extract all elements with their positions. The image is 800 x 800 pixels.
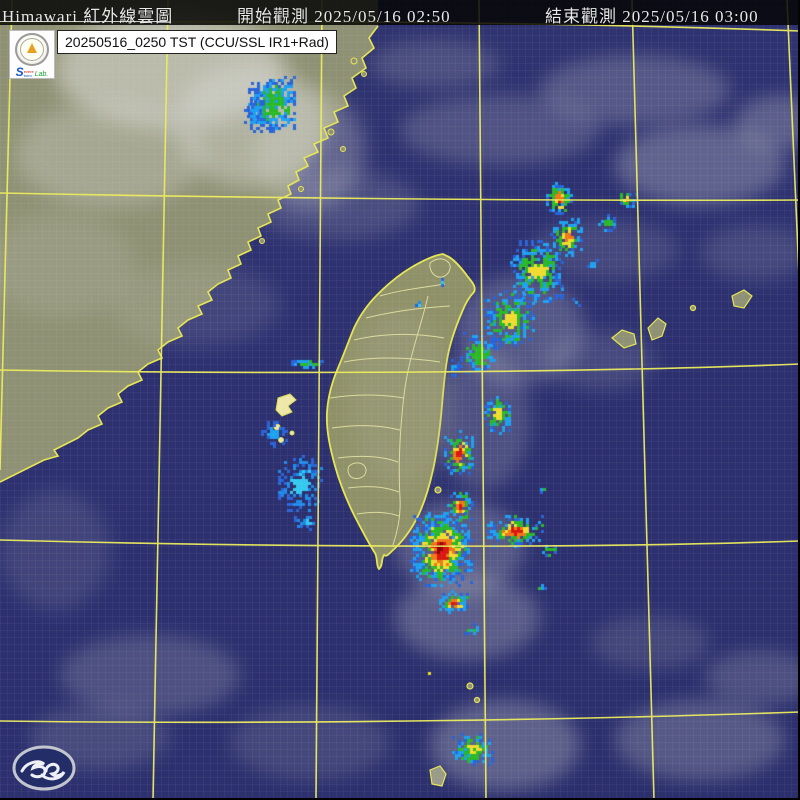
- university-seal-icon: [15, 33, 49, 66]
- china-landmass: [0, 0, 378, 482]
- penghu-islands: [273, 393, 297, 443]
- end-observation-time: 2025/05/16 03:00: [622, 7, 759, 26]
- start-observation-label: 開始觀測: [237, 7, 309, 26]
- wordmark-evere: evere: [23, 69, 34, 74]
- end-observation-text: 結束觀測 2025/05/16 03:00: [545, 2, 759, 27]
- product-title: Himawari 紅外線雲圖: [2, 7, 174, 26]
- product-info-box: 20250516_0250 TST (CCU/SSL IR1+Rad): [57, 30, 337, 54]
- end-observation-label: 結束觀測: [545, 7, 617, 26]
- title-bar: Himawari 紅外線雲圖 開始觀測 2025/05/16 02:50 結束觀…: [0, 0, 800, 27]
- title-underline: [0, 21, 167, 22]
- right-edge: [798, 0, 800, 800]
- outlying-islands: [429, 289, 753, 787]
- bottom-edge: [0, 798, 800, 800]
- taiwan-island: [325, 253, 476, 571]
- storm-lab-logo-box: S evere torm Lab.: [9, 30, 55, 79]
- storm-lab-wordmark: S evere torm Lab.: [16, 66, 49, 78]
- wordmark-s: S: [15, 65, 24, 79]
- wordmark-lab: Lab.: [34, 71, 49, 78]
- start-observation-time: 2025/05/16 02:50: [314, 7, 451, 26]
- china-coastline: [0, 25, 379, 483]
- product-info-text: 20250516_0250 TST (CCU/SSL IR1+Rad): [65, 34, 329, 50]
- start-observation-text: 開始觀測 2025/05/16 02:50: [237, 2, 451, 27]
- taiwan-county-boundaries: [329, 258, 451, 546]
- taiwan-haze: [350, 310, 450, 490]
- coastal-islets: [259, 57, 367, 244]
- swirl-icon: [20, 760, 66, 781]
- weather-bureau-logo: [12, 745, 76, 791]
- wordmark-torm: torm: [23, 73, 32, 78]
